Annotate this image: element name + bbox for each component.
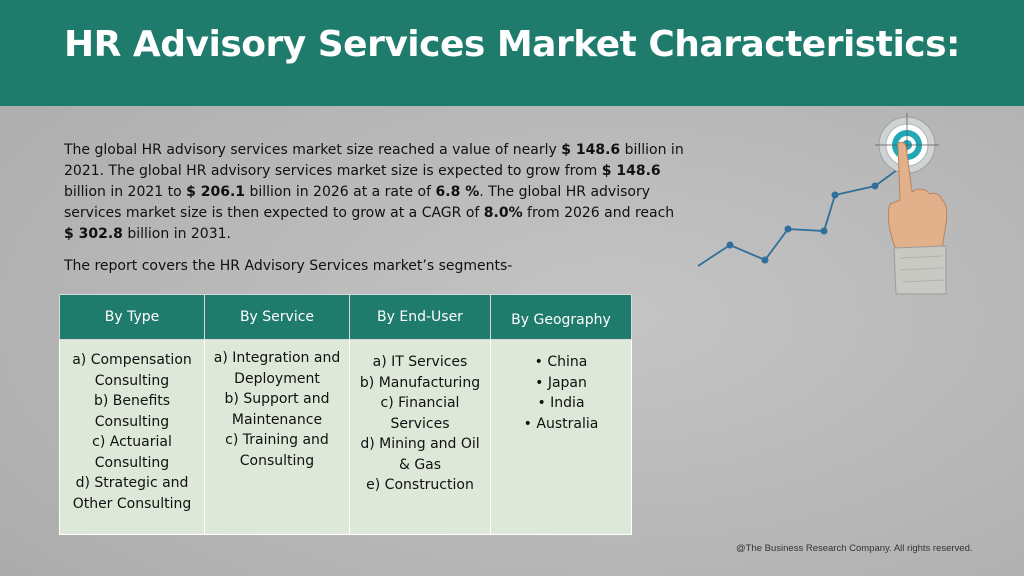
summary-text: billion in 2021. The global HR advisory …: [64, 142, 684, 179]
geo-australia: Australia: [536, 415, 599, 432]
summary-text: The global HR advisory services market s…: [64, 142, 562, 158]
summary-text: billion in 2021 to: [64, 184, 187, 200]
header-by-type: By Type: [59, 294, 205, 340]
list-item: • Australia: [523, 415, 599, 432]
summary-text: . The global HR advisory services market…: [64, 184, 651, 221]
cell-by-geography: • China • Japan • India • Australia: [490, 339, 632, 535]
cagr-value: 8.0%: [483, 205, 523, 221]
geography-list: • China • Japan • India • Australia: [497, 352, 625, 434]
value-2026: $ 206.1: [186, 184, 246, 200]
list-item: Consulting: [94, 413, 170, 430]
list-item: c) Training and: [225, 432, 329, 448]
summary-text: from 2026 and reach: [522, 205, 675, 221]
list-item: c) Financial: [380, 395, 460, 411]
list-item: Consulting: [94, 372, 170, 389]
list-item: a) IT Services: [372, 354, 468, 370]
copyright-footer: @The Business Research Company. All righ…: [736, 543, 973, 554]
value-2021: $ 148.6: [561, 142, 621, 158]
growth-rate: 6.8 %: [435, 184, 480, 200]
list-item: b) Support and: [224, 391, 330, 407]
list-item: e) Construction: [366, 477, 474, 493]
list-item: Services: [390, 415, 450, 432]
growth-line-icon: [697, 161, 909, 267]
list-item: d) Strategic and: [75, 475, 189, 491]
value-2021-repeat: $ 148.6: [601, 163, 661, 179]
list-item: • China: [534, 354, 588, 370]
list-item: b) Manufacturing: [359, 374, 481, 391]
segments-table: By Type By Service By End-User By Geogra…: [59, 294, 632, 535]
list-item: & Gas: [398, 456, 442, 473]
segments-intro: The report covers the HR Advisory Servic…: [64, 258, 513, 274]
pointing-hand-icon: [887, 141, 948, 295]
list-item: a) Compensation: [72, 352, 192, 368]
page-title: HR Advisory Services Market Characterist…: [64, 24, 960, 65]
cell-by-end-user: a) IT Services b) Manufacturing c) Finan…: [349, 339, 491, 535]
table-header-row: By Type By Service By End-User By Geogra…: [59, 294, 632, 340]
list-item: c) Actuarial: [92, 434, 172, 450]
growth-illustration: [697, 113, 948, 295]
header-by-end-user: By End-User: [349, 294, 491, 340]
list-item: • India: [537, 395, 585, 411]
geo-china: China: [547, 354, 588, 370]
summary-text: billion in 2031.: [122, 226, 231, 242]
list-item: d) Mining and Oil: [360, 436, 480, 452]
list-item: Deployment: [234, 370, 320, 387]
list-item: a) Integration and: [213, 350, 341, 366]
title-bar: HR Advisory Services Market Characterist…: [0, 0, 1024, 106]
cell-by-type: a) Compensation Consulting b) Benefits C…: [59, 339, 205, 535]
list-item: b) Benefits: [93, 393, 171, 409]
table-row: a) Compensation Consulting b) Benefits C…: [59, 339, 632, 535]
list-item: Consulting: [94, 454, 170, 471]
list-item: • Japan: [535, 374, 587, 391]
list-item: Consulting: [239, 452, 315, 469]
cell-by-service: a) Integration and Deployment b) Support…: [204, 339, 350, 535]
list-item: Other Consulting: [72, 495, 192, 512]
market-summary-paragraph: The global HR advisory services market s…: [64, 140, 684, 245]
summary-text: billion in 2026 at a rate of: [245, 184, 436, 200]
header-by-service: By Service: [204, 294, 350, 340]
value-2031: $ 302.8: [64, 226, 123, 242]
geo-india: India: [550, 395, 585, 411]
geo-japan: Japan: [547, 374, 587, 391]
header-by-geography: By Geography: [490, 294, 632, 340]
list-item: Maintenance: [231, 411, 323, 428]
